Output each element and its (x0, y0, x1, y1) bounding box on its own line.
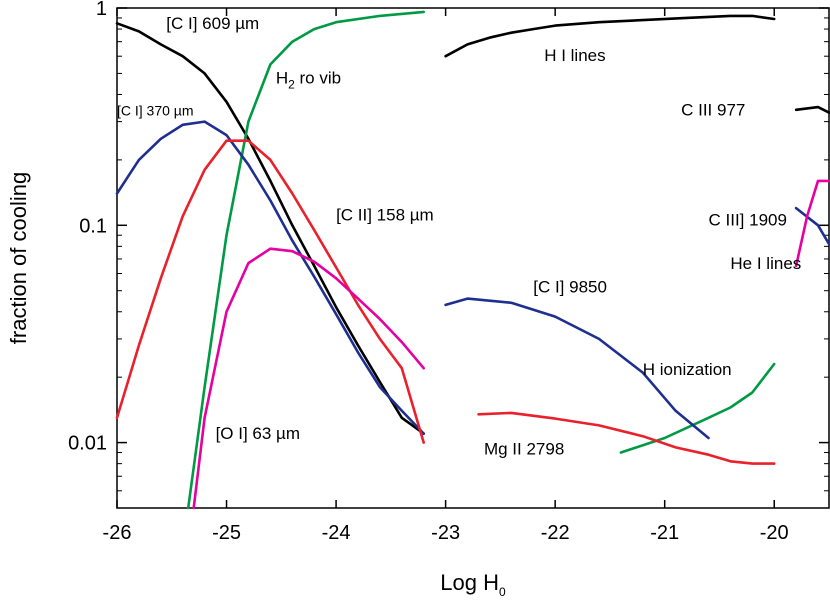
x-tick-label: -21 (650, 522, 679, 544)
y-tick-label: 0.01 (68, 433, 107, 455)
plot-frame (116, 7, 830, 509)
y-axis-title: fraction of cooling (6, 172, 31, 344)
series-line-mg-ii-2798 (477, 411, 776, 465)
series-annotation: [C I] 609 µm (166, 14, 259, 33)
series-line-c-i-9850 (444, 297, 710, 440)
series-line-c-i-370-m (115, 120, 426, 435)
series-line-c-iii-977 (794, 105, 830, 114)
series-annotation: [C I] 9850 (533, 278, 607, 297)
series-line-c-iii-1909 (794, 206, 830, 246)
series-annotation: C III 977 (681, 101, 745, 120)
series-line-he-i-lines (794, 179, 830, 268)
series-line-o-i-63-m (192, 247, 426, 510)
x-tick-label: -26 (103, 522, 132, 544)
x-tick-label: -23 (431, 522, 460, 544)
y-tick-label: 1 (96, 0, 107, 20)
series-annotation: [C I] 370 µm (117, 103, 194, 119)
series-line-c-ii-158-m (115, 139, 426, 444)
series-annotation: H ionization (643, 360, 732, 379)
x-tick-label: -25 (212, 522, 241, 544)
x-tick-label: -22 (541, 522, 570, 544)
y-tick-label: 0.1 (79, 215, 107, 237)
axis-ticks: -26 -25 -24 -23 -22 -21 -20 0.01 0.1 1 (68, 0, 829, 544)
series-annotation: H2 ro vib (276, 68, 341, 91)
series-lines (115, 10, 830, 510)
series-line-c-i-609-m (115, 21, 426, 435)
series-annotation: [C II] 158 µm (336, 206, 434, 225)
x-tick-label: -20 (760, 522, 789, 544)
series-annotation: He I lines (730, 254, 801, 273)
x-tick-label: -24 (322, 522, 351, 544)
series-annotations: [C I] 609 µm H2 ro vib [C I] 370 µm [C II] … (117, 14, 801, 459)
series-annotation: Mg II 2798 (484, 440, 564, 459)
series-annotation: C III] 1909 (709, 210, 787, 229)
series-line-h-i-lines (444, 14, 776, 58)
series-line-h2-ro-vib (186, 10, 426, 510)
x-axis-title: Log H0 (440, 570, 506, 599)
series-annotation: [O I] 63 µm (216, 424, 300, 443)
series-annotation: H I lines (544, 46, 605, 65)
